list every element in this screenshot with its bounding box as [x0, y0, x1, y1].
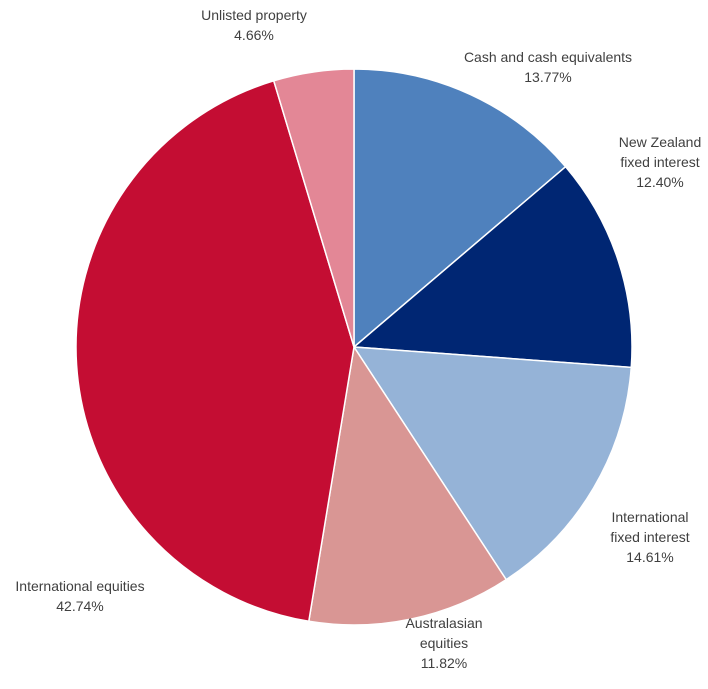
slice-value-label: 13.77% [524, 69, 571, 85]
slice-category-label: fixed interest [620, 154, 699, 170]
pie-slice [353, 68, 567, 349]
slice-value-label: 12.40% [636, 174, 683, 190]
slice-value-label: 14.61% [626, 549, 673, 565]
pie-slice [352, 165, 633, 369]
pie-slice [75, 79, 355, 623]
slice-category-label: Cash and cash equivalents [464, 49, 632, 65]
slice-category-label: Australasian [405, 615, 482, 631]
slice-value-label: 11.82% [421, 655, 467, 671]
pie-slice [307, 344, 508, 626]
slice-value-label: 4.66% [234, 27, 274, 43]
slice-category-label: International equities [15, 578, 144, 594]
slice-value-label: 42.74% [56, 598, 103, 614]
slice-category-label: equities [420, 635, 468, 651]
slice-category-label: Unlisted property [201, 7, 307, 23]
pie-slice [352, 346, 633, 581]
slice-category-label: fixed interest [610, 529, 689, 545]
pie-slice [272, 68, 355, 348]
slice-category-label: International [611, 509, 688, 525]
slice-category-label: New Zealand [619, 134, 702, 150]
